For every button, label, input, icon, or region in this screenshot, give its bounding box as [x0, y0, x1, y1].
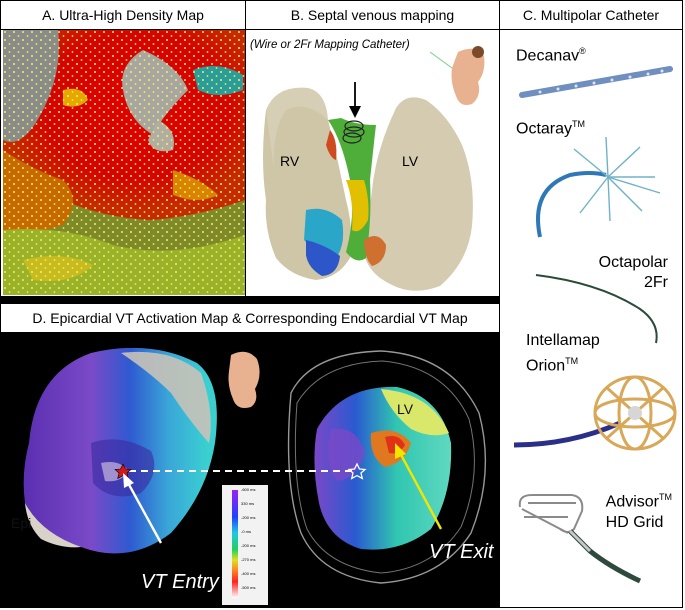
label-lv-d: LV	[397, 401, 414, 417]
octaray-label: OctarayTM	[516, 119, 586, 138]
panel-a-title: A. Ultra-High Density Map	[0, 0, 246, 30]
advisor-label: AdvisorTM HD Grid	[605, 492, 672, 532]
epicardial-map	[23, 347, 217, 554]
scale-tick: -0 ms	[241, 529, 251, 534]
panel-b: B. Septal venous mapping (Wire or 2Fr Ma…	[246, 0, 500, 297]
scale-tick-labels: -600 ms 330 ms -200 ms -0 ms -200 ms -27…	[241, 487, 269, 599]
octapolar-label: Octapolar 2Fr	[598, 254, 668, 291]
intellamap-label: Intellamap OrionTM	[526, 332, 600, 375]
panel-c: C. Multipolar Catheter Decanav® OctarayT…	[500, 0, 683, 608]
exit-arrow-icon	[395, 443, 443, 530]
entry-star-icon	[114, 463, 132, 480]
activation-color-scale	[222, 485, 268, 605]
label-rv: RV	[280, 153, 300, 169]
down-arrow-icon	[349, 82, 361, 118]
scale-tick: -600 ms	[241, 487, 256, 492]
advisor-catheter-image	[518, 494, 642, 584]
entry-arrow-icon	[123, 473, 163, 544]
decanav-label: Decanav®	[516, 46, 586, 65]
scale-tick: -400 ms	[241, 571, 256, 576]
octaray-catheter-image	[536, 136, 661, 238]
label-epi: Epi	[11, 515, 32, 531]
panel-b-title: B. Septal venous mapping	[246, 0, 500, 30]
label-vt-entry: VT Entry	[141, 571, 219, 593]
septal-venous-map-image	[263, 46, 485, 291]
scale-tick: -200 ms	[241, 515, 256, 520]
scale-tick: -500 ms	[241, 585, 256, 590]
panel-d: D. Epicardial VT Activation Map & Corres…	[0, 297, 500, 608]
label-lv-b: LV	[402, 153, 419, 169]
octapolar-catheter-image	[535, 274, 658, 344]
panel-d-title: D. Epicardial VT Activation Map & Corres…	[0, 303, 500, 333]
ultra-high-density-map-image	[3, 30, 245, 295]
decanav-catheter-image	[519, 66, 673, 98]
endocardial-map	[287, 350, 487, 584]
vt-activation-map-image	[23, 347, 487, 605]
panel-b-note: (Wire or 2Fr Mapping Catheter)	[250, 39, 410, 51]
venous-coil-icon	[342, 120, 365, 144]
scale-tick: -200 ms	[241, 543, 256, 548]
panel-c-title: C. Multipolar Catheter	[500, 0, 683, 30]
scale-tick: -270 ms	[241, 557, 256, 562]
torso-orientation-icon-d	[228, 351, 260, 408]
panel-a: A. Ultra-High Density Map	[0, 0, 246, 297]
exit-star-icon	[347, 462, 367, 480]
intellamap-catheter-image	[513, 375, 677, 451]
scale-tick: 330 ms	[241, 501, 255, 506]
torso-orientation-icon	[429, 46, 485, 105]
label-vt-exit: VT Exit	[429, 541, 494, 563]
